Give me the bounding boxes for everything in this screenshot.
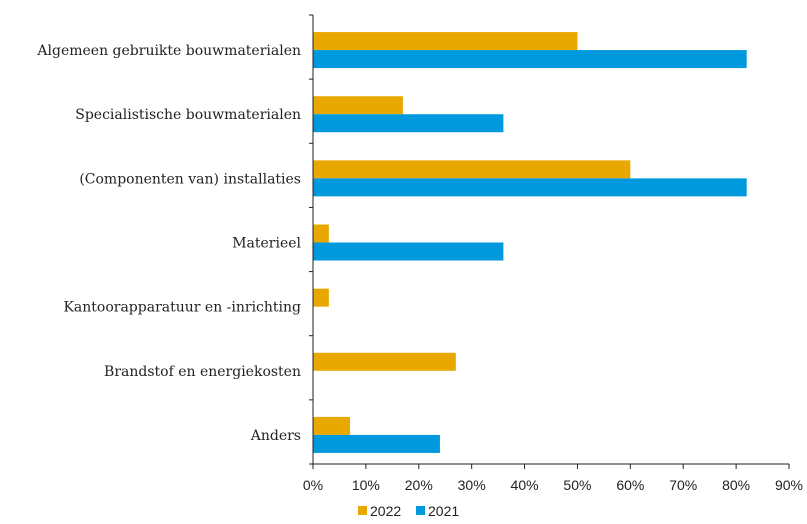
bar-2021-6 [313, 434, 440, 453]
bar-2022-2 [313, 160, 631, 179]
legend-swatch-2021 [416, 506, 425, 515]
category-label: Materieel [232, 236, 301, 252]
bar-2022-0 [313, 32, 578, 51]
bar-2022-5 [313, 352, 456, 371]
bar-2022-6 [313, 416, 351, 435]
bar-2021-0 [313, 50, 747, 69]
legend-label-2022: 2022 [370, 503, 401, 519]
x-tick-label: 20% [405, 477, 433, 493]
bars [313, 32, 747, 453]
bar-2021-1 [313, 114, 504, 133]
bar-2021-2 [313, 178, 747, 197]
axes [309, 14, 790, 469]
category-label: Brandstof en energiekosten [104, 364, 301, 380]
legend: 2022 2021 [358, 503, 459, 519]
x-tick-label: 30% [458, 477, 486, 493]
category-labels: Algemeen gebruikte bouwmaterialen Special… [36, 43, 301, 444]
x-tick-label: 0% [303, 477, 323, 493]
category-label: Anders [250, 428, 301, 444]
x-tick-label: 10% [352, 477, 380, 493]
category-label: Specialistische bouwmaterialen [75, 107, 301, 123]
bar-2022-3 [313, 224, 329, 243]
x-tick-label: 70% [669, 477, 697, 493]
bar-2022-1 [313, 96, 403, 115]
category-label: Kantoorapparatuur en -inrichting [63, 300, 301, 316]
category-label: Algemeen gebruikte bouwmaterialen [36, 43, 301, 59]
x-tick-label: 90% [775, 477, 803, 493]
x-tick-label: 60% [616, 477, 644, 493]
legend-swatch-2022 [358, 506, 367, 515]
bar-2021-3 [313, 242, 504, 261]
x-tick-label: 40% [511, 477, 539, 493]
x-tick-label: 50% [563, 477, 591, 493]
x-tick-label: 80% [722, 477, 750, 493]
category-label: (Componenten van) installaties [79, 171, 301, 187]
x-tick-labels: 0% 10% 20% 30% 40% 50% 60% 70% 80% 90% [303, 477, 803, 493]
bar-2022-4 [313, 288, 329, 307]
legend-label-2021: 2021 [428, 503, 459, 519]
